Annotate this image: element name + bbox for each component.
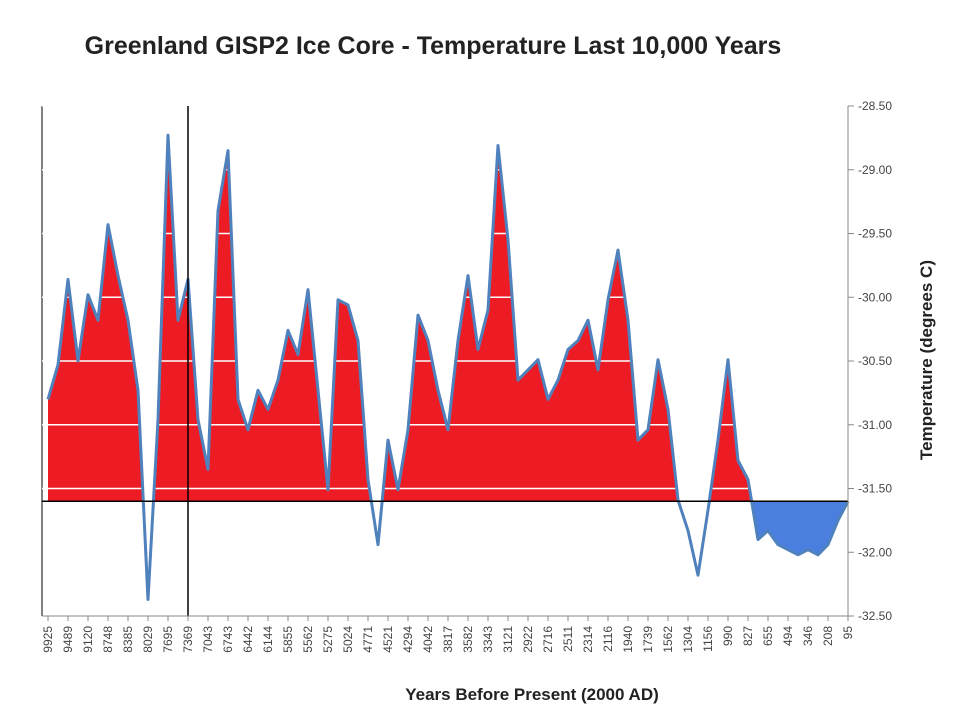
x-tick-label: 7369 [181,626,195,653]
x-tick-label: 208 [821,626,835,646]
x-tick-label: 6743 [221,626,235,653]
y-tick-label: -30.00 [858,290,892,304]
x-tick-label: 6442 [241,626,255,653]
x-tick-label: 7043 [201,626,215,653]
x-axis-label: Years Before Present (2000 AD) [405,685,659,704]
x-tick-label: 5562 [301,626,315,653]
x-tick-label: 5024 [341,626,355,653]
x-tick-label: 2511 [561,626,575,652]
x-tick-label: 7695 [161,626,175,653]
area-above [48,135,848,502]
x-tick-label: 827 [741,626,755,646]
y-axis-label: Temperature (degrees C) [917,260,936,460]
y-tick-label: -29.50 [858,227,892,241]
x-tick-label: 4521 [381,626,395,653]
x-tick-label: 1156 [701,626,715,652]
x-tick-label: 4771 [361,626,375,653]
x-tick-label: 3817 [441,626,455,653]
x-tick-label: 5855 [281,626,295,653]
x-tick-label: 8029 [141,626,155,653]
y-tick-label: -29.00 [858,163,892,177]
x-tick-label: 3121 [501,626,515,653]
x-tick-label: 2922 [521,626,535,653]
x-tick-label: 9489 [61,626,75,653]
area-below [748,501,848,555]
x-tick-label: 3343 [481,626,495,653]
x-tick-label: 2116 [601,626,615,652]
y-tick-label: -31.00 [858,418,892,432]
x-tick-label: 9925 [41,626,55,653]
y-tick-label: -32.50 [858,609,892,623]
x-tick-label: 346 [801,626,815,646]
x-tick-label: 95 [841,626,855,640]
x-tick-label: 494 [781,626,795,646]
x-tick-label: 8748 [101,626,115,653]
x-tick-label: 5275 [321,626,335,653]
x-tick-label: 2716 [541,626,555,653]
x-tick-label: 1304 [681,626,695,653]
y-tick-label: -32.00 [858,545,892,559]
x-tick-label: 990 [721,626,735,646]
x-tick-label: 9120 [81,626,95,653]
chart-title: Greenland GISP2 Ice Core - Temperature L… [85,32,782,60]
x-tick-label: 6144 [261,626,275,653]
x-tick-label: 2314 [581,626,595,653]
x-tick-label: 4042 [421,626,435,653]
x-tick-label: 1940 [621,626,635,653]
x-tick-label: 3582 [461,626,475,653]
x-tick-label: 1562 [661,626,675,653]
y-tick-label: -31.50 [858,482,892,496]
x-tick-label: 8385 [121,626,135,653]
y-tick-label: -28.50 [858,99,892,113]
x-tick-label: 4294 [401,626,415,653]
temperature-line [46,133,850,601]
x-tick-label: 655 [761,626,775,646]
y-tick-label: -30.50 [858,354,892,368]
x-tick-label: 1739 [641,626,655,653]
